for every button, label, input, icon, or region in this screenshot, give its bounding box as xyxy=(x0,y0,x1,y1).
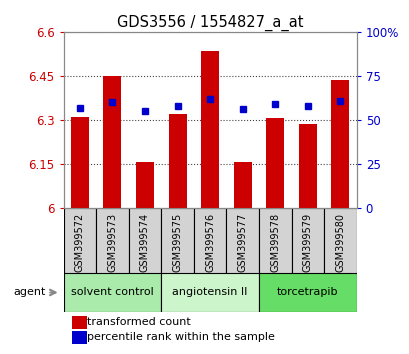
Bar xyxy=(136,162,153,208)
Bar xyxy=(291,208,324,273)
Text: solvent control: solvent control xyxy=(71,287,153,297)
Bar xyxy=(330,80,348,208)
Bar xyxy=(266,119,283,208)
Title: GDS3556 / 1554827_a_at: GDS3556 / 1554827_a_at xyxy=(117,14,303,30)
Text: GSM399572: GSM399572 xyxy=(75,213,85,272)
Bar xyxy=(258,273,356,312)
Bar xyxy=(233,162,251,208)
Bar xyxy=(71,117,89,208)
Bar xyxy=(258,208,291,273)
Bar xyxy=(298,124,316,208)
Text: GSM399574: GSM399574 xyxy=(139,213,150,272)
Text: GSM399575: GSM399575 xyxy=(172,213,182,272)
Text: GSM399578: GSM399578 xyxy=(270,213,280,272)
Text: GSM399576: GSM399576 xyxy=(204,213,215,272)
Text: GSM399580: GSM399580 xyxy=(335,213,344,272)
Text: GSM399579: GSM399579 xyxy=(302,213,312,272)
Bar xyxy=(63,208,96,273)
Bar xyxy=(193,208,226,273)
Bar xyxy=(63,273,161,312)
Text: transformed count: transformed count xyxy=(87,317,190,327)
Bar xyxy=(161,208,193,273)
Text: percentile rank within the sample: percentile rank within the sample xyxy=(87,332,274,342)
Bar xyxy=(72,316,87,329)
Bar xyxy=(168,114,186,208)
Bar xyxy=(128,208,161,273)
Text: torcetrapib: torcetrapib xyxy=(276,287,338,297)
Bar xyxy=(96,208,128,273)
Text: GSM399573: GSM399573 xyxy=(107,213,117,272)
Text: angiotensin II: angiotensin II xyxy=(172,287,247,297)
Bar xyxy=(324,208,356,273)
Text: GSM399577: GSM399577 xyxy=(237,213,247,272)
Bar xyxy=(226,208,258,273)
Bar xyxy=(103,76,121,208)
Bar xyxy=(161,273,258,312)
Bar xyxy=(72,331,87,344)
Text: agent: agent xyxy=(13,287,46,297)
Bar xyxy=(201,51,218,208)
